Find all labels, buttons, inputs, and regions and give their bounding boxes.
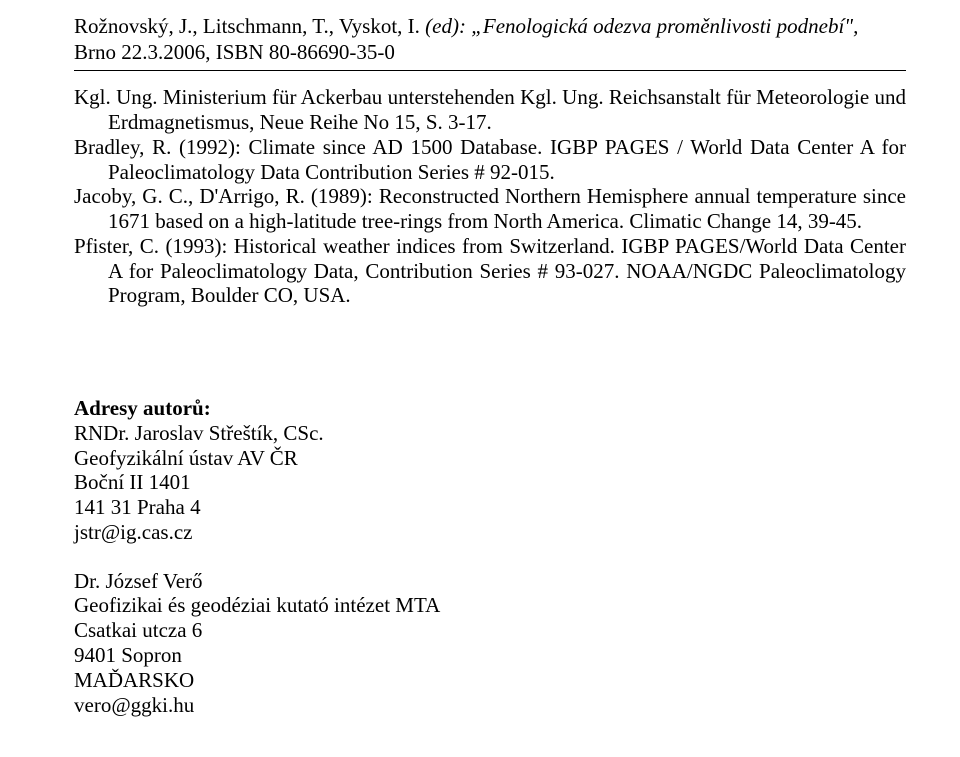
author-address: Boční II 1401 <box>74 470 906 495</box>
author-entry: Dr. József Verő Geofizikai és geodéziai … <box>74 569 906 718</box>
author-address: 141 31 Praha 4 <box>74 495 906 520</box>
author-name: RNDr. Jaroslav Střeštík, CSc. <box>74 421 906 446</box>
authors-heading: Adresy autorů: <box>74 396 906 421</box>
header-authors: Rožnovský, J., Litschmann, T., Vyskot, I… <box>74 14 425 38</box>
document-page: Rožnovský, J., Litschmann, T., Vyskot, I… <box>0 0 960 757</box>
reference-item: Jacoby, G. C., D'Arrigo, R. (1989): Reco… <box>74 184 906 234</box>
reference-item: Kgl. Ung. Ministerium für Ackerbau unter… <box>74 85 906 135</box>
reference-item: Bradley, R. (1992): Climate since AD 150… <box>74 135 906 185</box>
page-header: Rožnovský, J., Litschmann, T., Vyskot, I… <box>74 14 906 68</box>
references-block: Kgl. Ung. Ministerium für Ackerbau unter… <box>74 85 906 308</box>
author-country: MAĎARSKO <box>74 668 906 693</box>
reference-item: Pfister, C. (1993): Historical weather i… <box>74 234 906 308</box>
author-address: Csatkai utcza 6 <box>74 618 906 643</box>
author-email: vero@ggki.hu <box>74 693 906 718</box>
author-email: jstr@ig.cas.cz <box>74 520 906 545</box>
header-title: (ed): „Fenologická odezva proměnlivosti … <box>425 14 858 38</box>
header-rule <box>74 70 906 71</box>
author-name: Dr. József Verő <box>74 569 906 594</box>
author-gap <box>74 545 906 569</box>
author-affiliation: Geofyzikální ústav AV ČR <box>74 446 906 471</box>
authors-block: Adresy autorů: RNDr. Jaroslav Střeštík, … <box>74 396 906 717</box>
author-entry: RNDr. Jaroslav Střeštík, CSc. Geofyzikál… <box>74 421 906 545</box>
author-affiliation: Geofizikai és geodéziai kutató intézet M… <box>74 593 906 618</box>
header-pubinfo: Brno 22.3.2006, ISBN 80-86690-35-0 <box>74 40 395 64</box>
author-address: 9401 Sopron <box>74 643 906 668</box>
